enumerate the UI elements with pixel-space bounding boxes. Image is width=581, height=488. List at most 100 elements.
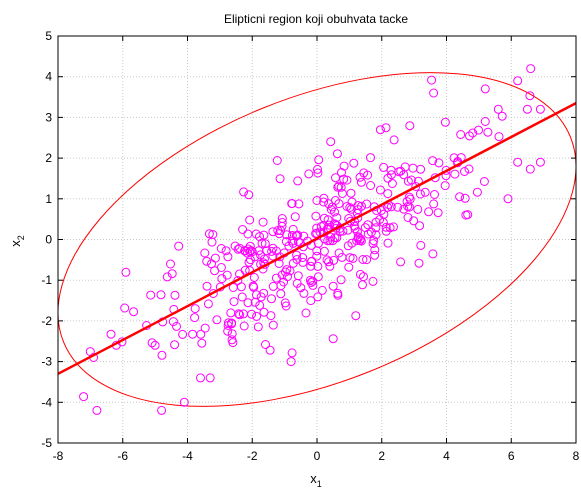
scatter-point xyxy=(277,221,287,231)
scatter-point xyxy=(280,267,290,277)
scatter-point xyxy=(328,281,338,291)
scatter-point xyxy=(464,164,474,174)
scatter-point xyxy=(403,176,413,186)
scatter-point xyxy=(493,104,503,114)
scatter-point xyxy=(157,350,167,360)
scatter-point xyxy=(351,311,361,321)
scatter-point xyxy=(223,326,233,336)
scatter-point xyxy=(282,265,292,275)
scatter-point xyxy=(404,192,414,202)
scatter-point xyxy=(312,251,322,261)
scatter-point xyxy=(197,338,207,348)
scatter-point xyxy=(326,137,336,147)
x-axis-label-subscript: 1 xyxy=(317,479,322,488)
scatter-point xyxy=(226,308,236,318)
scatter-point xyxy=(308,276,318,286)
scatter-point xyxy=(414,258,424,268)
scatter-point xyxy=(202,281,212,291)
scatter-point xyxy=(474,125,483,135)
scatter-point xyxy=(196,373,205,383)
scatter-point xyxy=(205,373,215,383)
scatter-point xyxy=(353,201,363,210)
scatter-point xyxy=(298,257,308,267)
y-tick-label: -1 xyxy=(41,273,52,287)
scatter-point xyxy=(313,272,323,282)
scatter-point xyxy=(355,172,365,182)
scatter-point xyxy=(386,202,396,212)
scatter-point xyxy=(381,222,391,232)
scatter-point xyxy=(262,246,272,256)
scatter-point xyxy=(353,232,363,242)
scatter-point xyxy=(121,267,131,277)
scatter-point xyxy=(287,199,297,208)
scatter-point xyxy=(360,223,370,233)
scatter-point xyxy=(402,197,412,207)
scatter-point xyxy=(323,215,333,225)
x-axis-label-base: x xyxy=(310,471,317,486)
scatter-point xyxy=(276,281,286,291)
scatter-point xyxy=(298,253,308,262)
scatter-point xyxy=(293,230,303,240)
scatter-point xyxy=(339,161,349,171)
scatter-point xyxy=(281,237,291,246)
scatter-point xyxy=(259,288,269,298)
scatter-point xyxy=(387,179,397,188)
scatter-point xyxy=(247,309,257,319)
scatter-point xyxy=(239,321,249,331)
scatter-point xyxy=(356,177,366,187)
scatter-point xyxy=(312,246,322,256)
scatter-point xyxy=(221,246,231,256)
scatter-point xyxy=(249,273,259,282)
scatter-point xyxy=(349,158,359,168)
scatter-point xyxy=(313,168,323,178)
scatter-point xyxy=(293,176,303,186)
scatter-point xyxy=(313,292,323,302)
scatter-point xyxy=(334,248,344,258)
scatter-point xyxy=(420,187,430,197)
scatter-point xyxy=(337,168,346,177)
fit-line xyxy=(57,102,577,375)
scatter-point xyxy=(314,155,324,165)
scatter-point xyxy=(413,204,423,214)
scatter-point xyxy=(396,257,406,267)
scatter-point xyxy=(306,296,316,306)
scatter-point xyxy=(375,125,385,135)
scatter-point xyxy=(427,75,437,85)
scatter-point xyxy=(162,272,172,282)
x-tick-label: -6 xyxy=(117,449,128,463)
scatter-point xyxy=(370,245,380,255)
scatter-point xyxy=(455,192,465,202)
scatter-point xyxy=(383,238,393,248)
scatter-point xyxy=(257,238,267,248)
scatter-point xyxy=(146,290,156,300)
scatter-point xyxy=(472,187,482,197)
scatter-point xyxy=(294,199,304,209)
scatter-point xyxy=(292,250,302,260)
scatter-point xyxy=(381,226,391,236)
scatter-point xyxy=(260,239,270,249)
y-tick-label: -5 xyxy=(41,436,52,450)
scatter-point xyxy=(277,270,287,280)
scatter-point xyxy=(389,135,399,145)
scatter-point xyxy=(235,243,245,253)
scatter-point xyxy=(363,220,373,230)
scatter-point xyxy=(253,322,263,332)
scatter-point xyxy=(190,304,200,314)
scatter-point xyxy=(428,249,438,259)
y-axis-label-subscript: 2 xyxy=(16,235,26,240)
scatter-point xyxy=(304,169,314,179)
scatter-point xyxy=(242,248,252,258)
scatter-point xyxy=(371,230,381,240)
scatter-point xyxy=(150,340,160,350)
scatter-point xyxy=(301,308,311,318)
scatter-point xyxy=(434,158,444,168)
scatter-point xyxy=(265,345,275,355)
scatter-point xyxy=(332,149,342,159)
scatter-point xyxy=(239,187,249,197)
y-tick-label: 3 xyxy=(45,110,52,124)
scatter-point xyxy=(333,182,343,192)
scatter-point xyxy=(415,189,425,199)
y-tick-label: -2 xyxy=(41,314,52,328)
scatter-point xyxy=(317,285,327,295)
